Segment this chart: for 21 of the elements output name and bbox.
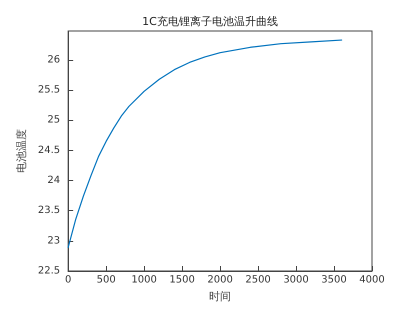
x-tick-label: 2000 bbox=[207, 274, 233, 286]
x-tick-label: 3500 bbox=[321, 274, 347, 286]
y-tick-label: 26 bbox=[47, 54, 60, 66]
x-tick-label: 1500 bbox=[169, 274, 195, 286]
x-tick-label: 4000 bbox=[359, 274, 385, 286]
y-tick-label: 25.5 bbox=[38, 84, 60, 96]
y-tick-label: 25 bbox=[47, 114, 60, 126]
y-tick-label: 22.5 bbox=[38, 266, 60, 276]
x-tick-label: 500 bbox=[96, 274, 116, 286]
y-tick-label: 24.5 bbox=[38, 144, 60, 156]
line-series bbox=[68, 39, 342, 248]
x-tick-label: 1000 bbox=[131, 274, 157, 286]
y-tick-label: 23.5 bbox=[38, 205, 60, 216]
x-tick-label: 2500 bbox=[245, 274, 271, 286]
y-tick-label: 23 bbox=[47, 235, 60, 246]
y-tick-label: 24 bbox=[47, 175, 60, 186]
x-tick-label: 3000 bbox=[283, 274, 309, 286]
y-axis-title: 电池温度 bbox=[15, 129, 28, 173]
chart-title: 1C充电锂离子电池温升曲线 bbox=[142, 15, 278, 28]
x-tick-label: 0 bbox=[64, 274, 72, 286]
x-axis-title: 时间 bbox=[209, 290, 232, 303]
